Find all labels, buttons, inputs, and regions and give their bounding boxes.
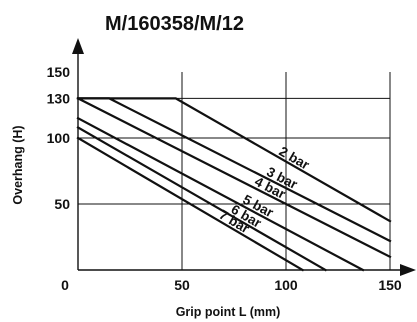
y-tick-label-50: 50 bbox=[54, 196, 70, 212]
series-line-4-bar bbox=[76, 96, 392, 259]
series-line-3-bar bbox=[76, 97, 392, 243]
series-line-5-bar bbox=[76, 116, 365, 272]
y-axis-label: Overhang (H) bbox=[11, 125, 25, 204]
x-axis-label: Grip point L (mm) bbox=[176, 305, 281, 319]
series-line-2-bar bbox=[76, 97, 392, 223]
y-tick-label-100: 100 bbox=[47, 130, 71, 146]
x-axis-arrow-icon bbox=[400, 264, 416, 276]
y-tick-label-150: 150 bbox=[47, 64, 71, 80]
tick-labels: 0 50 100 150 50 100 130 150 bbox=[47, 64, 402, 293]
x-tick-label-50: 50 bbox=[174, 277, 190, 293]
series-line-7-bar bbox=[76, 136, 305, 272]
y-tick-label-130: 130 bbox=[47, 90, 71, 106]
x-tick-label-0: 0 bbox=[61, 277, 69, 293]
grid bbox=[78, 72, 391, 270]
x-tick-label-150: 150 bbox=[378, 277, 402, 293]
chart-title: M/160358/M/12 bbox=[105, 13, 244, 35]
x-tick-label-100: 100 bbox=[274, 277, 298, 293]
y-axis-arrow-icon bbox=[72, 38, 84, 54]
axes bbox=[72, 38, 416, 276]
series-line-6-bar bbox=[76, 125, 328, 272]
series-lines bbox=[76, 96, 392, 272]
